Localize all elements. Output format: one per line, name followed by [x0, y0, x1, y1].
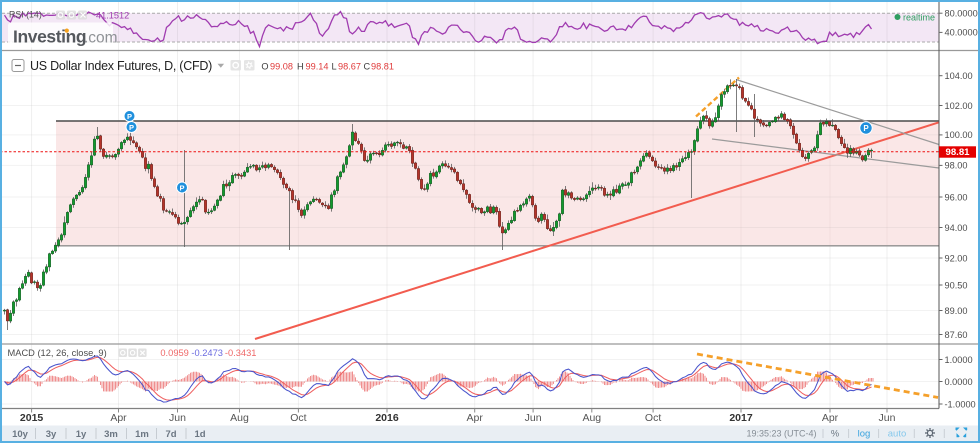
svg-text:Jun: Jun	[525, 412, 542, 424]
svg-text:-0.3431: -0.3431	[225, 348, 257, 358]
svg-text:P: P	[863, 124, 869, 133]
svg-text:87.60: 87.60	[945, 330, 968, 340]
svg-text:100.00: 100.00	[945, 130, 973, 140]
svg-text:2017: 2017	[729, 412, 753, 424]
svg-text:%: %	[831, 429, 839, 439]
svg-text:log: log	[858, 429, 871, 440]
svg-text:89.00: 89.00	[945, 306, 968, 316]
svg-text:19:35:23 (UTC-4): 19:35:23 (UTC-4)	[746, 429, 816, 439]
svg-text:Oct: Oct	[290, 412, 306, 424]
svg-text:auto: auto	[888, 429, 907, 440]
svg-text:P: P	[129, 123, 134, 132]
svg-text:98.00: 98.00	[945, 161, 968, 171]
svg-text:Apr: Apr	[822, 412, 839, 424]
svg-text:90.50: 90.50	[945, 280, 968, 290]
svg-text:98.81: 98.81	[945, 147, 970, 158]
svg-text:96.00: 96.00	[945, 192, 968, 202]
svg-text:3y: 3y	[46, 429, 57, 440]
svg-text:MACD (12, 26, close, 9): MACD (12, 26, close, 9)	[8, 348, 107, 358]
svg-text:102.00: 102.00	[945, 101, 973, 111]
svg-text:80.0000: 80.0000	[945, 9, 978, 19]
svg-text:Oct: Oct	[645, 412, 661, 424]
svg-text:3m: 3m	[104, 429, 118, 440]
svg-text:0.0000: 0.0000	[945, 377, 973, 387]
svg-text:Investing: Investing	[13, 27, 86, 47]
svg-text:1m: 1m	[135, 429, 149, 440]
svg-text:-1.0000: -1.0000	[945, 399, 976, 409]
svg-text:Apr: Apr	[467, 412, 484, 424]
svg-text:P: P	[179, 184, 184, 193]
svg-text:92.00: 92.00	[945, 253, 968, 263]
svg-text:40.0000: 40.0000	[945, 28, 978, 38]
svg-text:1y: 1y	[76, 429, 87, 440]
svg-text:2015: 2015	[20, 412, 44, 424]
svg-text:US Dollar Index Futures, D, (C: US Dollar Index Futures, D, (CFD)	[30, 59, 212, 73]
svg-text:Aug: Aug	[230, 412, 249, 424]
svg-text:10y: 10y	[12, 429, 29, 440]
svg-text:104.00: 104.00	[945, 71, 973, 81]
svg-text:Jun: Jun	[879, 412, 896, 424]
svg-text:.com: .com	[84, 30, 118, 47]
svg-text:7d: 7d	[165, 429, 176, 440]
svg-text:P: P	[127, 112, 132, 121]
svg-text:0.0959: 0.0959	[160, 348, 188, 358]
svg-text:94.00: 94.00	[945, 223, 968, 233]
svg-text:RSI (14): RSI (14)	[9, 9, 42, 19]
svg-text:Apr: Apr	[110, 412, 127, 424]
svg-text:-0.2473: -0.2473	[191, 348, 223, 358]
svg-text:1d: 1d	[194, 429, 205, 440]
svg-text:Jun: Jun	[169, 412, 186, 424]
svg-text:41.1512: 41.1512	[96, 10, 129, 20]
svg-text:Aug: Aug	[582, 412, 601, 424]
svg-text:2016: 2016	[375, 412, 399, 424]
svg-text:realtime: realtime	[903, 12, 935, 22]
svg-text:1.0000: 1.0000	[945, 355, 973, 365]
